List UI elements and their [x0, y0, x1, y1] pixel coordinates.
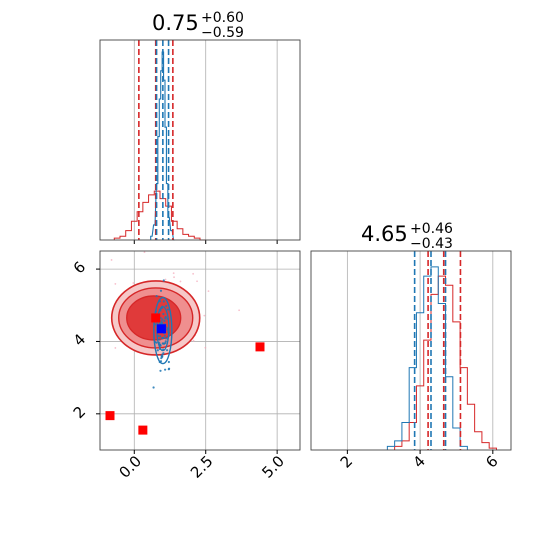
hist-red-series — [113, 190, 206, 241]
scatter-point-blue — [161, 318, 164, 321]
axes-frame — [310, 250, 512, 451]
title-2-minus: −0.43 — [410, 236, 453, 252]
title-panel-2: 4.65 +0.46 −0.43 — [361, 221, 453, 252]
scatter-point-blue — [166, 328, 169, 331]
x-tick-label: 5.0 — [258, 452, 288, 482]
scatter-point-blue — [156, 349, 159, 352]
scatter-point — [132, 282, 135, 284]
x-tick-label: 6 — [482, 452, 501, 471]
hist-blue-series — [386, 266, 468, 450]
scatter-point — [204, 346, 207, 349]
scatter-point — [238, 309, 241, 312]
scatter-point-blue — [166, 308, 170, 311]
scatter-point — [203, 314, 206, 317]
scatter-point — [179, 280, 182, 283]
scatter-point — [110, 259, 113, 261]
scatter-point — [143, 251, 146, 253]
scatter-point — [114, 347, 117, 349]
scatter-point-blue — [162, 352, 165, 355]
hist-panel-2: 2 4 6 — [310, 250, 512, 472]
scatter-point-blue — [164, 337, 167, 340]
scatter-point-blue — [163, 334, 166, 337]
scatter-point-blue — [152, 386, 155, 389]
truth-marker-red — [151, 313, 161, 323]
truth-marker-red — [105, 411, 115, 421]
scatter-point — [207, 290, 210, 293]
axes-frame — [99, 39, 301, 241]
title-1-minus: −0.59 — [201, 25, 244, 41]
scatter-point-blue — [163, 319, 166, 323]
title-1-plus: +0.60 — [201, 10, 244, 26]
scatter-point-blue — [162, 300, 165, 303]
title-2-value: 4.65 — [361, 222, 408, 246]
scatter-point-blue — [161, 342, 164, 345]
y-tick-label: 4 — [70, 330, 89, 349]
title-2-plus: +0.46 — [410, 221, 453, 237]
axes-frame — [99, 250, 301, 451]
scatter-point-blue — [155, 294, 158, 298]
scatter-point — [172, 272, 175, 275]
scatter-point-blue — [162, 279, 165, 282]
scatter-point-blue — [159, 369, 162, 372]
scatter-panel: 0.0 2.5 5.0 2 4 6 — [70, 250, 301, 482]
scatter-point-blue — [161, 355, 164, 359]
y-tick-label: 6 — [70, 258, 89, 277]
x-tick-label: 0.0 — [116, 452, 146, 482]
y-tick-label: 2 — [70, 403, 89, 422]
truth-marker-red — [138, 425, 148, 435]
title-panel-1: 0.75 +0.60 −0.59 — [152, 10, 244, 41]
x-tick-label: 4 — [409, 452, 428, 471]
scatter-point — [192, 272, 195, 275]
scatter-point — [196, 280, 198, 283]
truth-marker-red — [255, 342, 265, 352]
hist-panel-1 — [99, 39, 301, 244]
scatter-point — [114, 283, 117, 285]
scatter-point — [164, 278, 167, 281]
x-tick-label: 2 — [337, 452, 356, 471]
contour-blue-inner — [156, 305, 170, 352]
scatter-point-blue — [162, 312, 165, 316]
scatter-point-blue — [164, 368, 167, 371]
x-tick-label: 2.5 — [187, 452, 217, 482]
truth-marker-blue — [156, 324, 166, 334]
scatter-point-blue — [165, 349, 169, 352]
scatter-point — [192, 339, 195, 342]
scatter-point-blue — [160, 320, 163, 323]
scatter-point-blue — [164, 317, 167, 320]
scatter-point-blue — [158, 338, 161, 341]
scatter-point-blue — [167, 360, 170, 364]
title-1-value: 0.75 — [152, 11, 199, 35]
contour-blue-outer — [153, 296, 173, 365]
scatter-point-blue — [159, 289, 163, 292]
scatter-point-blue — [165, 304, 168, 308]
scatter-point-blue — [167, 367, 171, 370]
scatter-point-blue — [161, 336, 164, 340]
scatter-point-blue — [159, 335, 162, 338]
scatter-point-blue — [164, 340, 167, 343]
scatter-point — [173, 276, 175, 279]
